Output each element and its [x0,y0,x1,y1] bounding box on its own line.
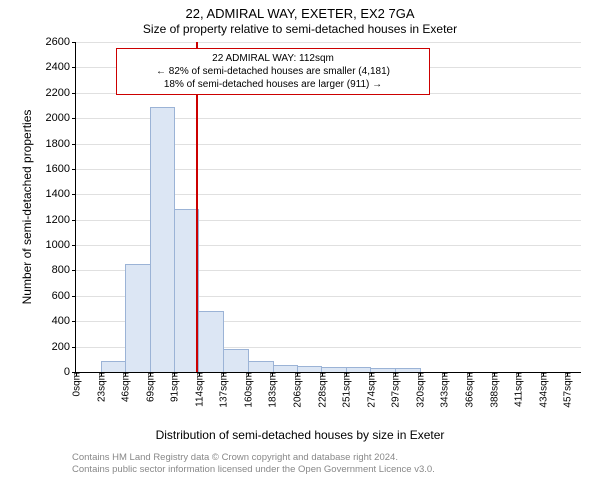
x-tick-label: 457sqm [561,372,574,408]
x-axis-label: Distribution of semi-detached houses by … [0,428,600,442]
page-subtitle: Size of property relative to semi-detach… [0,22,600,36]
histogram-plot: 0200400600800100012001400160018002000220… [75,42,581,373]
x-tick-label: 274sqm [364,372,377,408]
x-tick-label: 46sqm [119,372,132,402]
footer-line-2: Contains public sector information licen… [72,464,435,476]
y-tick-label: 2200 [46,87,76,99]
y-tick-label: 400 [52,315,76,327]
x-tick-label: 0sqm [70,372,83,396]
histogram-bar [150,107,175,372]
y-tick-label: 1600 [46,163,76,175]
x-tick-label: 23sqm [94,372,107,402]
x-tick-label: 343sqm [438,372,451,408]
x-tick-label: 228sqm [315,372,328,408]
histogram-bar [101,361,127,372]
y-tick-label: 1800 [46,138,76,150]
gridline [76,42,581,43]
histogram-bar [248,361,274,372]
y-tick-label: 600 [52,290,76,302]
annotation-line: 22 ADMIRAL WAY: 112sqm [123,52,423,65]
annotation-line: 18% of semi-detached houses are larger (… [123,78,423,91]
x-tick-label: 114sqm [192,372,205,407]
x-tick-label: 388sqm [487,372,500,408]
y-tick-label: 1400 [46,188,76,200]
x-tick-label: 206sqm [291,372,304,408]
page-title: 22, ADMIRAL WAY, EXETER, EX2 7GA [0,6,600,21]
y-tick-label: 2400 [46,61,76,73]
y-tick-label: 1000 [46,239,76,251]
y-tick-label: 200 [52,341,76,353]
histogram-bar [125,264,151,372]
x-tick-label: 366sqm [462,372,475,408]
footer-line-1: Contains HM Land Registry data © Crown c… [72,452,435,464]
x-tick-label: 434sqm [536,372,549,408]
x-tick-label: 183sqm [266,372,279,408]
x-tick-label: 411sqm [512,372,525,407]
x-tick-label: 69sqm [143,372,156,402]
x-tick-label: 91sqm [168,372,181,402]
x-tick-label: 320sqm [413,372,426,408]
x-tick-label: 137sqm [217,372,230,408]
y-tick-label: 800 [52,264,76,276]
footer-attribution: Contains HM Land Registry data © Crown c… [72,452,435,477]
histogram-bar [273,365,299,372]
y-tick-label: 2600 [46,36,76,48]
x-tick-label: 251sqm [340,372,353,408]
histogram-bar [223,349,249,372]
x-tick-label: 160sqm [241,372,254,408]
y-axis-label: Number of semi-detached properties [20,110,34,305]
annotation-box: 22 ADMIRAL WAY: 112sqm← 82% of semi-deta… [116,48,430,95]
y-tick-label: 1200 [46,214,76,226]
annotation-line: ← 82% of semi-detached houses are smalle… [123,65,423,78]
x-tick-label: 297sqm [389,372,402,408]
histogram-bar [198,311,224,372]
y-tick-label: 2000 [46,112,76,124]
